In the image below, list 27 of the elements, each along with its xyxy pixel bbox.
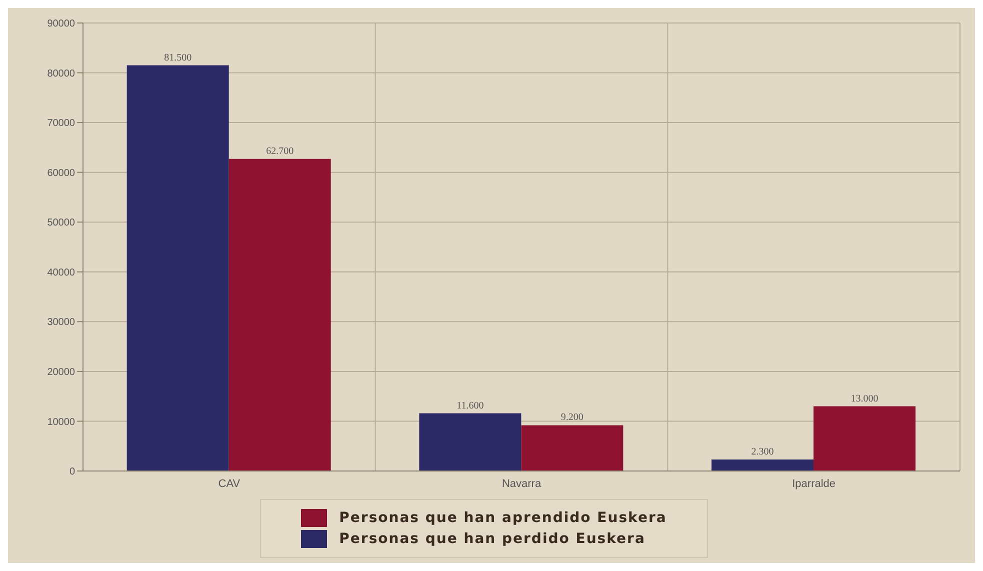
y-tick-label: 60000 xyxy=(47,168,76,179)
data-label: 9.200 xyxy=(560,412,584,424)
y-tick-label: 70000 xyxy=(47,118,76,130)
y-tick-label: 80000 xyxy=(47,68,76,80)
y-tick-label: 90000 xyxy=(47,18,76,30)
data-label: 11.600 xyxy=(456,400,484,412)
bar xyxy=(712,460,814,471)
y-tick-label: 50000 xyxy=(47,218,76,229)
y-tick-label: 30000 xyxy=(47,317,76,328)
data-label: 2.300 xyxy=(751,446,774,458)
data-label: 81.500 xyxy=(164,52,192,64)
y-tick-label: 10000 xyxy=(47,416,76,428)
bar xyxy=(419,413,522,471)
x-tick-label: Navarra xyxy=(502,478,542,490)
bar xyxy=(126,65,229,471)
legend-label: Personas que han aprendido Euskera xyxy=(339,510,667,526)
bar xyxy=(521,425,624,471)
bar xyxy=(228,158,331,471)
y-tick-label: 40000 xyxy=(47,267,76,278)
y-tick-label: 20000 xyxy=(47,366,76,378)
x-tick-label: Iparralde xyxy=(792,478,836,490)
legend-label: Personas que han perdido Euskera xyxy=(339,531,646,547)
x-tick-label: CAV xyxy=(218,478,241,490)
y-tick-label: 0 xyxy=(69,466,76,478)
data-label: 62.700 xyxy=(266,146,294,157)
bar xyxy=(814,406,916,471)
data-label: 13.000 xyxy=(850,393,878,404)
